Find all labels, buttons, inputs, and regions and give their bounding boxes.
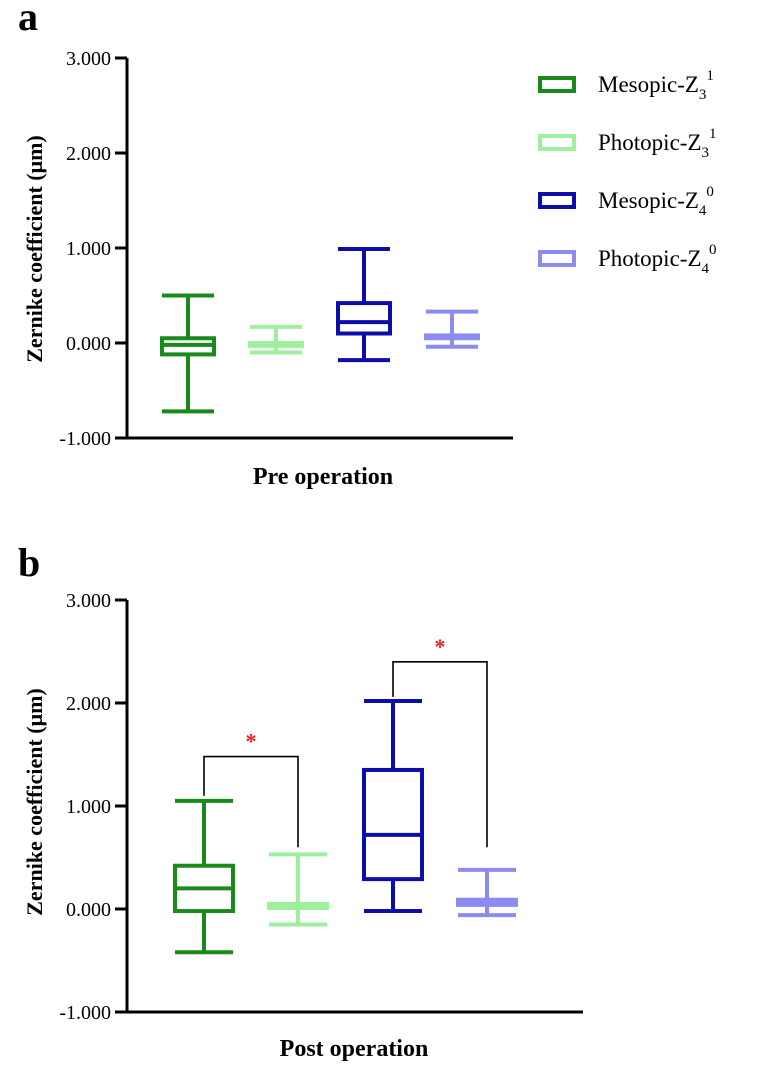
legend-label: Photopic-Z40 [598,242,717,277]
bracket-line [392,660,488,848]
legend-label: Photopic-Z31 [598,126,717,161]
box-iqr [362,767,424,882]
box-3 [362,698,424,914]
significance-marker: * [246,729,257,754]
y-tick-label: 3.000 [66,48,111,70]
y-tick-label: 2.000 [66,693,111,715]
legend-swatch [538,134,576,151]
box-2 [267,852,329,927]
significance-marker: * [435,634,446,659]
box-4 [456,867,518,918]
y-tick-label: 1.000 [66,796,111,818]
y-axis-title-a: Zernike coefficient (μm) [22,135,47,363]
legend-label: Mesopic-Z31 [598,68,714,103]
legend-label: Mesopic-Z40 [598,184,714,219]
box-1 [173,798,235,955]
y-axis-title-b: Zernike coefficient (μm) [22,688,47,916]
plot-area-b: -1.000 0.000 1.000 2.000 3.000 * * [59,590,583,1024]
y-tick-label: 0.000 [66,899,111,921]
box-iqr [336,301,392,336]
panel-label-a: a [18,0,38,39]
box-4 [424,309,480,349]
panel-a: a Zernike coefficient (μm) Pre operation… [18,0,513,490]
box-2 [248,324,304,355]
legend-item: Photopic-Z31 [538,126,717,161]
y-tick-label: 1.000 [66,238,111,260]
y-tick-label: -1.000 [59,1002,111,1024]
y-tick-label: 0.000 [66,333,111,355]
legend-swatch [538,192,576,209]
significance-bracket: * [392,634,488,848]
y-tick-label: 2.000 [66,143,111,165]
legend-item: Photopic-Z40 [538,242,717,277]
box-3 [336,246,392,363]
x-axis-title-a: Pre operation [253,464,393,490]
legend-swatch [538,250,576,267]
legend-item: Mesopic-Z31 [538,68,714,103]
panel-b: b Zernike coefficient (μm) Post operatio… [18,540,583,1062]
panel-label-b: b [18,540,40,585]
significance-bracket: * [203,729,299,848]
legend-swatch [538,76,576,93]
plot-area-a: -1.000 0.000 1.000 2.000 3.000 [59,48,513,450]
bracket-line [203,755,299,848]
x-axis-title-b: Post operation [280,1036,429,1062]
legend-item: Mesopic-Z40 [538,184,714,219]
box-1 [160,293,216,414]
legend: Mesopic-Z31 Photopic-Z31 Mesopic-Z40 Photop… [538,68,717,277]
y-tick-label: 3.000 [66,590,111,612]
y-tick-label: -1.000 [59,428,111,450]
